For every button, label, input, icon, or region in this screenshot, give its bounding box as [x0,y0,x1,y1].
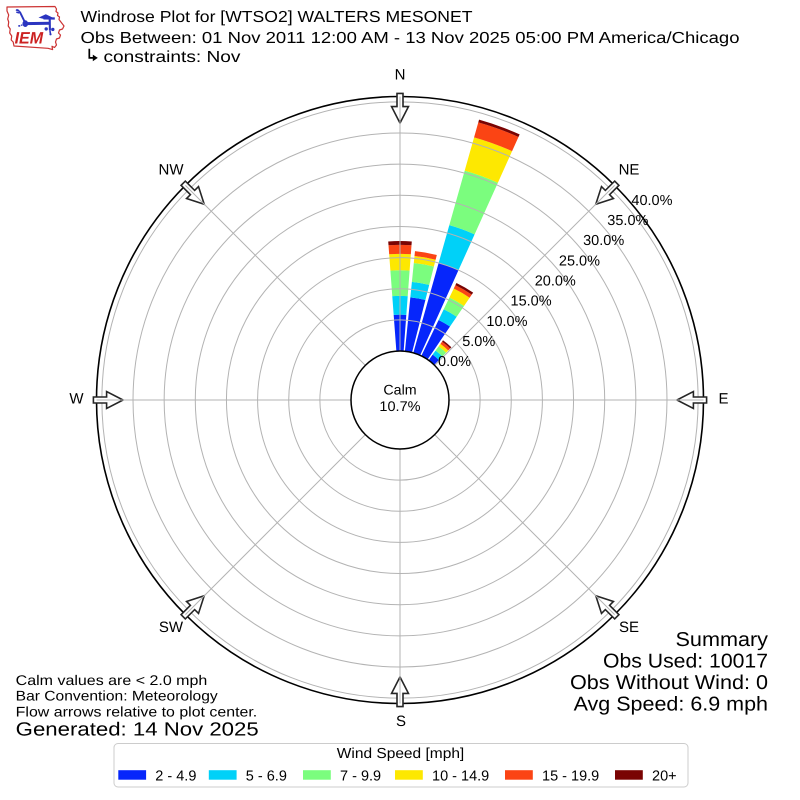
svg-text:15.0%: 15.0% [511,294,552,310]
svg-text:25.0%: 25.0% [559,253,600,269]
svg-text:NE: NE [619,162,640,179]
svg-text:Obs Without Wind: 0: Obs Without Wind: 0 [570,672,768,694]
svg-text:Obs Between: 01 Nov 2011 12:00: Obs Between: 01 Nov 2011 12:00 AM - 13 N… [81,30,740,47]
svg-text:2 - 4.9: 2 - 4.9 [155,769,196,785]
svg-text:Avg Speed: 6.9 mph: Avg Speed: 6.9 mph [574,694,768,716]
svg-text:Calm values are < 2.0 mph: Calm values are < 2.0 mph [16,672,208,688]
svg-text:10 - 14.9: 10 - 14.9 [432,769,489,785]
svg-text:10.7%: 10.7% [379,398,420,414]
svg-text:5.0%: 5.0% [462,334,495,350]
svg-text:40.0%: 40.0% [631,193,672,209]
svg-text:IEM: IEM [15,29,45,47]
svg-text:30.0%: 30.0% [583,233,624,249]
svg-text:SW: SW [159,619,184,636]
svg-text:7 - 9.9: 7 - 9.9 [340,769,381,785]
svg-text:Flow arrows relative to plot c: Flow arrows relative to plot center. [16,703,257,719]
svg-text:W: W [69,391,84,408]
svg-text:Summary: Summary [676,629,769,651]
svg-text:NW: NW [159,162,185,179]
svg-text:S: S [396,713,406,730]
svg-text:Calm: Calm [383,382,416,398]
svg-text:5 - 6.9: 5 - 6.9 [246,769,287,785]
svg-text:SE: SE [619,619,639,636]
svg-text:Obs Used: 10017: Obs Used: 10017 [603,650,768,672]
svg-text:0.0%: 0.0% [438,354,471,370]
svg-text:Wind Speed [mph]: Wind Speed [mph] [337,746,465,762]
svg-text:Generated: 14 Nov 2025: Generated: 14 Nov 2025 [16,720,259,741]
svg-text:20.0%: 20.0% [535,274,576,290]
svg-text:N: N [395,67,406,84]
svg-text:E: E [718,391,728,408]
svg-text:Bar Convention: Meteorology: Bar Convention: Meteorology [16,688,218,704]
svg-text:20+: 20+ [652,769,677,785]
svg-text:Windrose Plot for [WTSO2] WALT: Windrose Plot for [WTSO2] WALTERS MESONE… [81,9,473,26]
svg-text:10.0%: 10.0% [486,314,527,330]
svg-text:constraints: Nov: constraints: Nov [104,49,241,66]
svg-text:35.0%: 35.0% [607,213,648,229]
svg-text:15 - 19.9: 15 - 19.9 [542,769,599,785]
